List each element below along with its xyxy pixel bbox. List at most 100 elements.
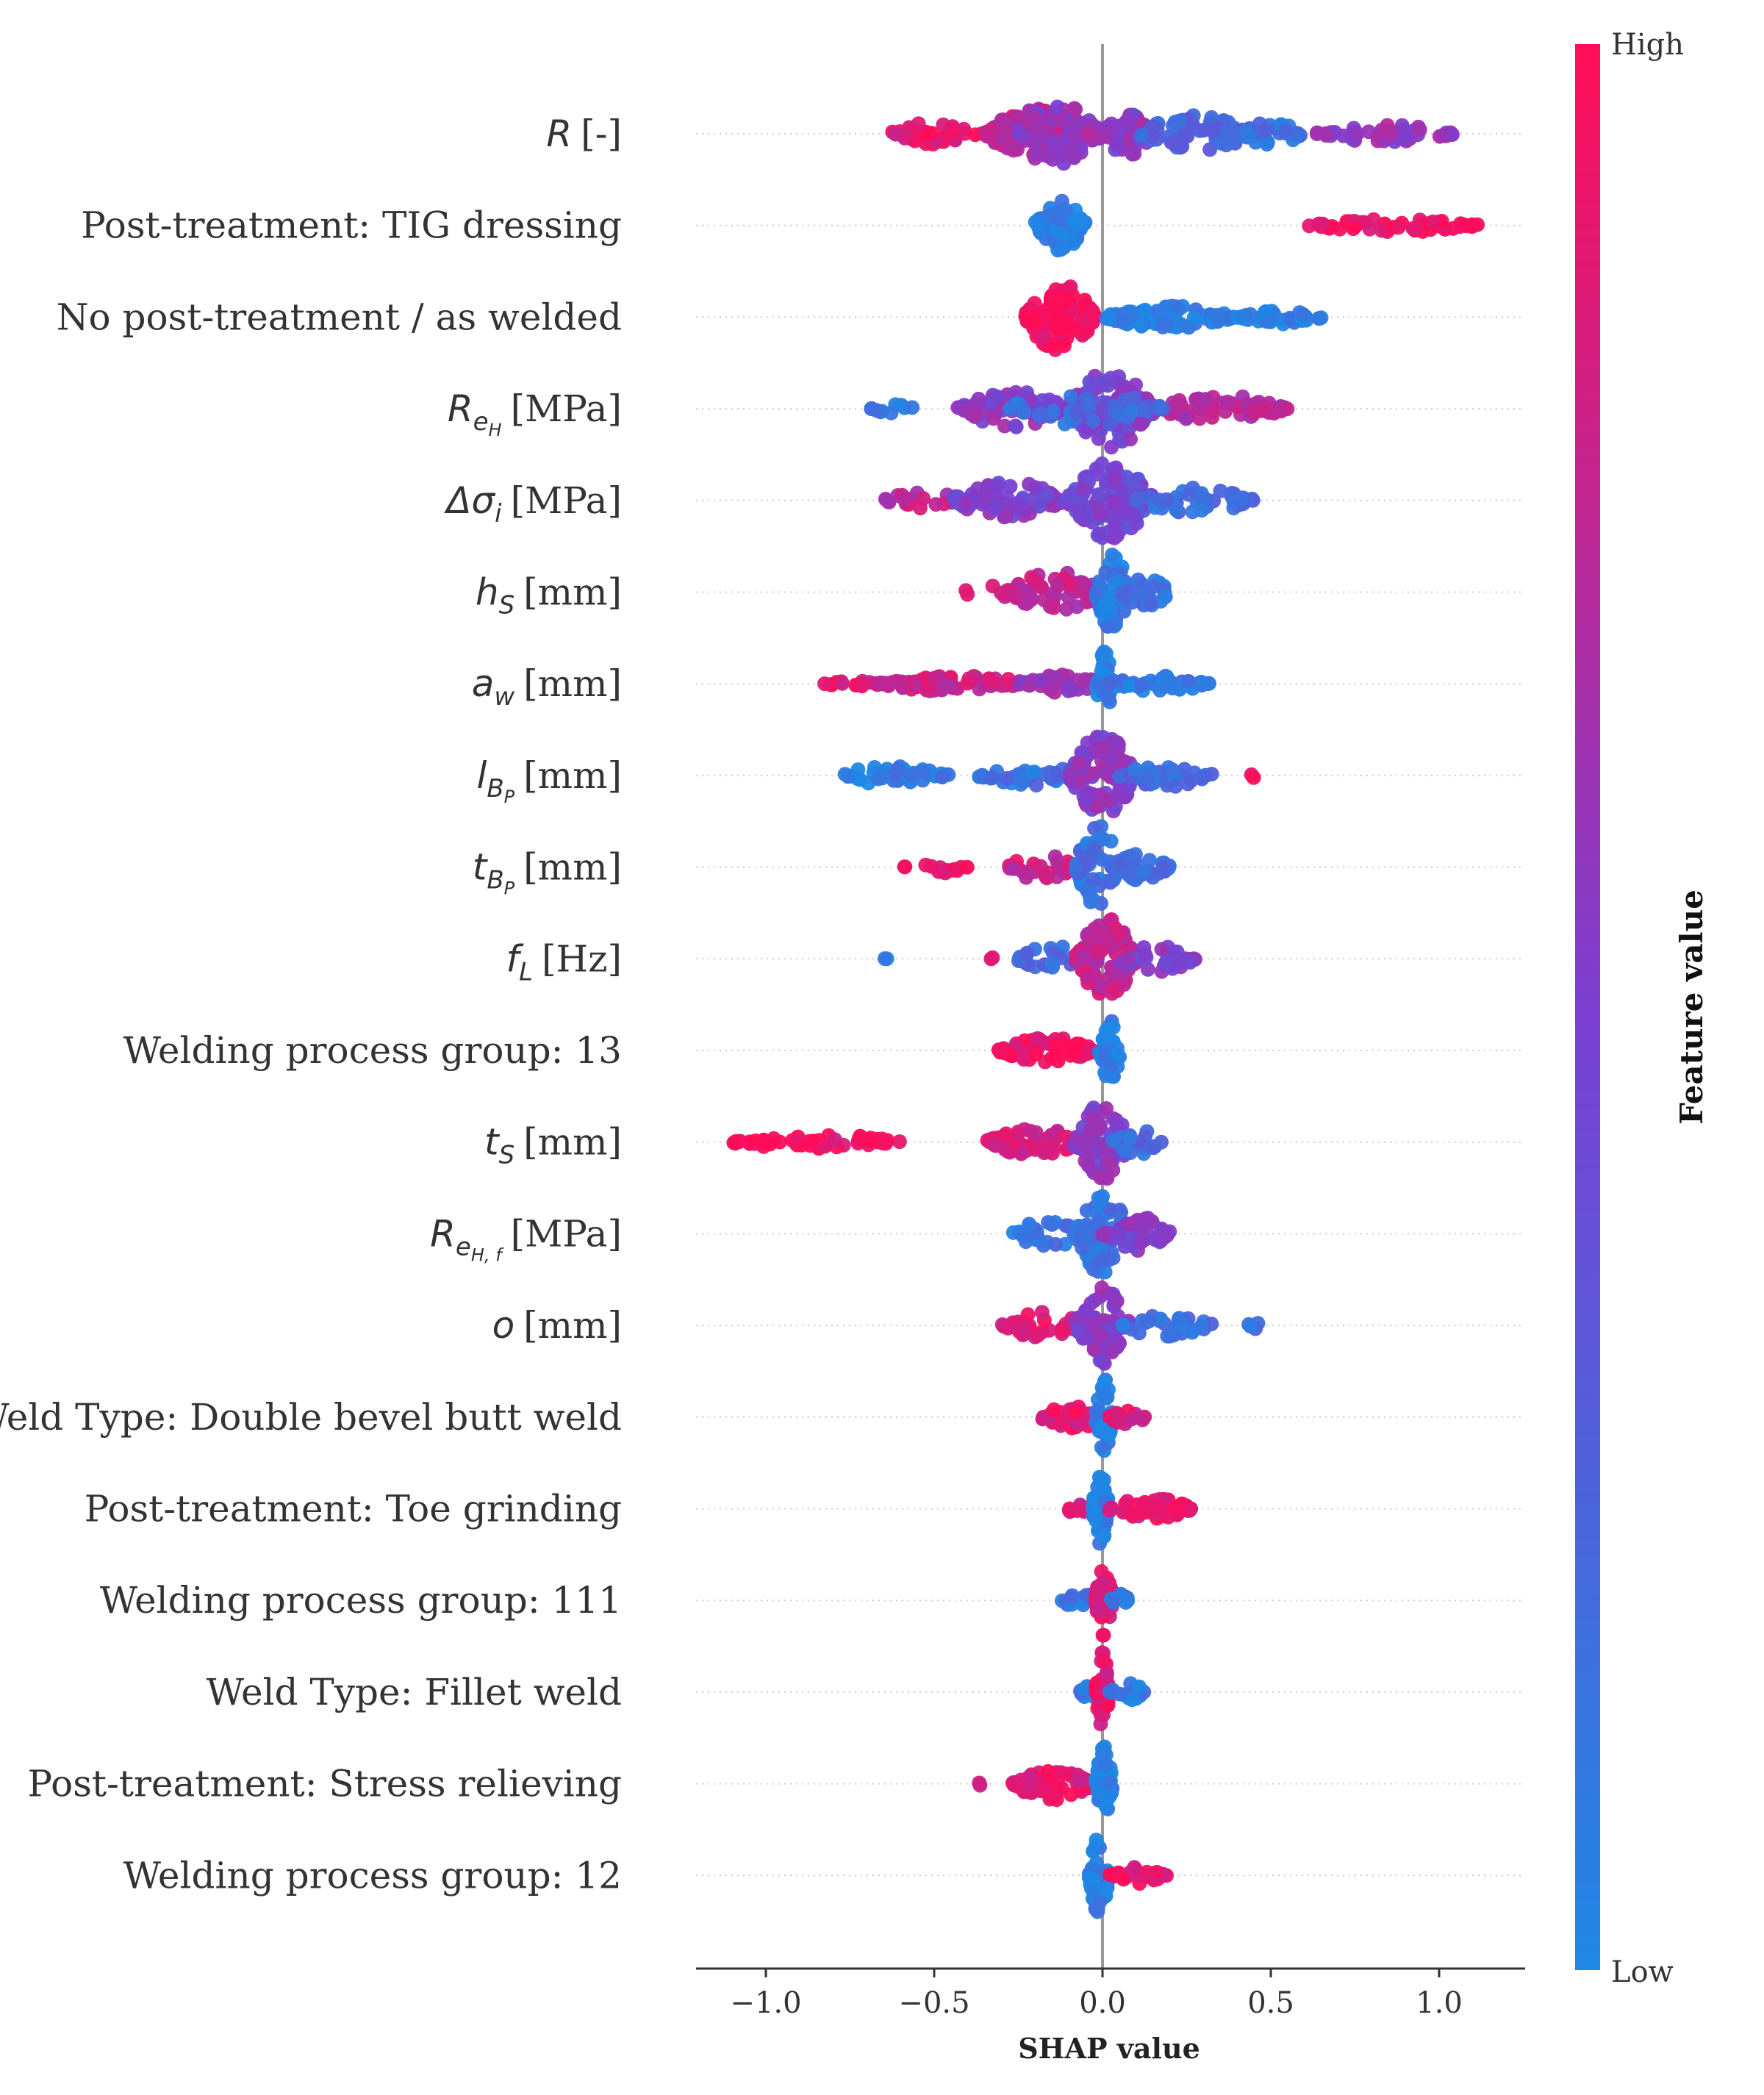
shap-point <box>985 950 1000 965</box>
shap-point <box>986 1137 1002 1153</box>
shap-point <box>1151 866 1166 881</box>
shap-point <box>958 496 973 512</box>
shap-point <box>986 126 1001 142</box>
feature-label-unit: [Hz] <box>542 937 622 980</box>
shap-point <box>1119 113 1135 129</box>
shap-point <box>1154 1228 1169 1243</box>
shap-point <box>1091 1214 1107 1229</box>
shap-point <box>1121 951 1136 967</box>
shap-point <box>1465 217 1480 232</box>
shap-point <box>1039 487 1055 503</box>
shap-point <box>1098 565 1114 580</box>
shap-point <box>1204 404 1219 420</box>
shap-point <box>766 1131 781 1146</box>
shap-point <box>972 1777 988 1793</box>
feature-label-unit: [mm] <box>523 662 622 705</box>
shap-point <box>1127 146 1142 162</box>
shap-point <box>915 764 931 779</box>
shap-point <box>1127 762 1143 777</box>
shap-point <box>1089 585 1104 601</box>
shap-point <box>1090 1902 1105 1917</box>
feature-label-name: Δσ <box>443 479 495 522</box>
shap-point <box>1168 778 1183 794</box>
shap-point <box>1157 589 1172 604</box>
feature-label-subscript: S <box>499 591 515 620</box>
feature-label: Weld Type: Fillet weld <box>207 1671 622 1713</box>
shap-point <box>1032 1140 1047 1156</box>
shap-point <box>1015 1228 1030 1244</box>
shap-point <box>1141 853 1157 868</box>
shap-point <box>1081 932 1097 948</box>
shap-point <box>1040 1763 1055 1779</box>
shap-point <box>1111 369 1127 384</box>
shap-point <box>1158 954 1174 970</box>
feature-label: fL [Hz] <box>506 937 622 986</box>
shap-point <box>1102 676 1117 692</box>
shap-point <box>1076 948 1091 964</box>
shap-point <box>1063 279 1078 295</box>
shap-point <box>1080 785 1096 801</box>
shap-point <box>1093 1240 1108 1256</box>
shap-point <box>1028 145 1044 160</box>
shap-point <box>1291 129 1306 144</box>
shap-point <box>1123 431 1138 447</box>
shap-point <box>1005 861 1021 876</box>
x-tick-label: −0.5 <box>898 1986 969 2020</box>
shap-point <box>1086 892 1101 907</box>
shap-point <box>1086 1883 1101 1898</box>
feature-label-name: Weld Type: Fillet weld <box>207 1671 622 1713</box>
shap-point <box>1066 233 1081 248</box>
shap-point <box>1069 599 1085 615</box>
shap-point <box>1087 1317 1102 1332</box>
shap-point <box>1425 214 1441 229</box>
shap-point <box>1035 1411 1050 1427</box>
x-tick-label: 1.0 <box>1416 1986 1463 2020</box>
shap-point <box>1022 1217 1037 1232</box>
feature-label-subscript: e <box>473 407 489 437</box>
shap-point <box>1118 1496 1133 1511</box>
shap-point <box>1181 487 1197 502</box>
shap-point <box>1164 675 1179 690</box>
shap-point <box>1094 1281 1110 1295</box>
shap-point <box>890 762 906 777</box>
shap-point <box>1183 955 1198 970</box>
shap-point <box>1028 1047 1044 1062</box>
shap-point <box>1243 307 1258 322</box>
shap-point <box>1003 401 1017 416</box>
shap-point <box>881 494 896 509</box>
shap-point <box>1234 491 1250 506</box>
colorbar-title: Feature value <box>1674 889 1710 1125</box>
shap-point <box>1097 597 1112 612</box>
shap-point <box>1161 1509 1176 1525</box>
shap-point <box>1075 1240 1090 1256</box>
shap-point <box>1112 857 1127 873</box>
shap-point <box>794 1137 809 1153</box>
shap-point <box>1089 1513 1104 1528</box>
shap-point <box>1046 337 1061 353</box>
shap-point <box>1075 576 1091 590</box>
shap-point <box>1064 767 1080 783</box>
shap-point <box>1178 411 1194 426</box>
shap-point <box>1150 1864 1165 1880</box>
shap-point <box>1100 378 1116 393</box>
shap-point <box>1380 118 1395 133</box>
shap-point <box>1022 476 1037 492</box>
shap-point <box>1034 393 1050 408</box>
feature-label-name: Post-treatment: TIG dressing <box>81 204 622 247</box>
shap-point <box>1045 404 1061 419</box>
shap-point <box>1240 125 1255 140</box>
feature-label-name: Welding process group: 111 <box>100 1579 622 1622</box>
shap-point <box>1033 579 1048 594</box>
shap-point <box>1302 218 1317 234</box>
shap-point <box>1033 859 1048 874</box>
shap-point <box>1243 1319 1258 1334</box>
shap-point <box>1015 773 1030 789</box>
shap-point <box>903 767 919 783</box>
feature-label: R [-] <box>546 112 622 155</box>
shap-point <box>1165 762 1180 778</box>
feature-label-name: R <box>430 1212 456 1255</box>
shap-point <box>1152 682 1168 698</box>
shap-point <box>1220 394 1236 409</box>
shap-point <box>1080 970 1095 986</box>
shap-point <box>1049 292 1064 307</box>
